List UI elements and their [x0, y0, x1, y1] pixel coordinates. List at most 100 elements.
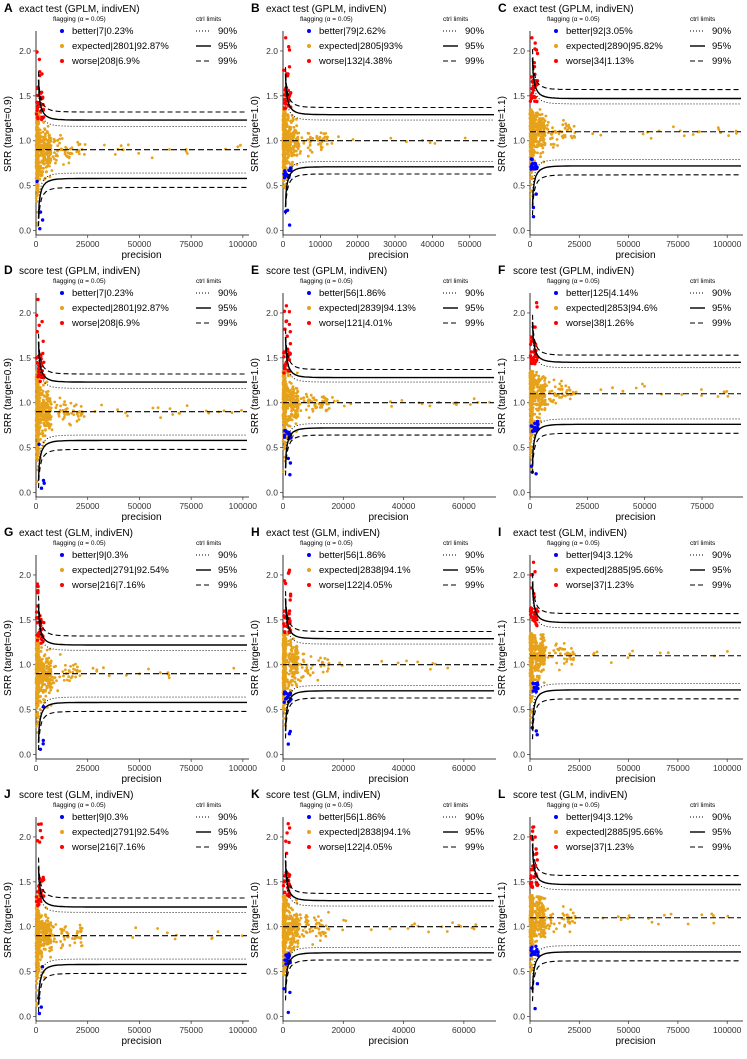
y-tick-label: 1.0 — [19, 660, 31, 670]
point-expected — [63, 149, 67, 153]
point-expected — [47, 416, 51, 420]
legend-flagging-title: flagging (α = 0.05) — [300, 278, 353, 285]
point-expected — [37, 450, 40, 454]
legend-entry: expected|2838|94.1% — [319, 565, 411, 576]
ctrl-limit-95 — [284, 690, 494, 732]
point-expected — [536, 151, 539, 155]
point-better — [286, 742, 290, 746]
point-expected — [39, 164, 42, 168]
x-tick-label: 75000 — [179, 239, 203, 249]
point-expected — [296, 405, 299, 409]
point-expected — [554, 401, 558, 405]
point-expected — [282, 669, 286, 672]
point-expected — [282, 413, 286, 417]
point-expected — [290, 646, 294, 650]
point-expected — [44, 678, 47, 682]
point-expected — [529, 147, 533, 150]
point-expected — [36, 192, 39, 195]
point-expected — [74, 675, 77, 679]
point-expected — [70, 152, 74, 156]
point-expected — [319, 131, 323, 135]
point-expected — [295, 684, 299, 688]
point-expected — [291, 116, 295, 120]
point-expected — [304, 669, 307, 673]
legend-swatch — [554, 59, 558, 63]
point-expected — [634, 386, 638, 390]
y-tick-label: 1.0 — [513, 136, 525, 146]
point-expected — [281, 394, 285, 397]
legend-flagging-title: flagging (α = 0.05) — [53, 278, 106, 285]
point-expected — [282, 160, 286, 164]
point-expected — [672, 125, 675, 129]
point-expected — [538, 412, 542, 416]
point-expected — [611, 386, 614, 390]
x-tick-label: 0 — [528, 501, 533, 511]
point-expected — [735, 132, 738, 135]
point-expected — [563, 134, 567, 137]
legend-entry: better|79|2.62% — [319, 26, 386, 37]
y-tick-label: 2.0 — [19, 570, 31, 580]
point-better — [529, 157, 533, 161]
point-expected — [529, 454, 533, 458]
point-worse — [283, 581, 288, 586]
point-expected — [291, 670, 295, 674]
point-better — [288, 473, 292, 477]
point-expected — [36, 690, 39, 694]
point-worse — [529, 75, 533, 79]
point-expected — [36, 696, 39, 700]
point-worse — [282, 614, 286, 618]
point-better — [533, 161, 537, 166]
point-expected — [555, 138, 559, 141]
point-expected — [65, 407, 69, 410]
point-better — [37, 442, 41, 446]
point-expected — [35, 422, 39, 426]
point-expected — [539, 155, 542, 159]
point-expected — [48, 423, 51, 427]
point-expected — [287, 672, 291, 676]
point-expected — [63, 400, 66, 403]
point-better — [532, 165, 537, 169]
point-expected — [282, 682, 286, 686]
point-expected — [102, 666, 105, 670]
y-tick-label: 1.5 — [19, 615, 31, 625]
point-expected — [290, 649, 294, 653]
y-tick-label: 1.0 — [266, 136, 278, 146]
legend-swatch — [60, 44, 64, 48]
point-expected — [296, 147, 300, 151]
point-expected — [72, 404, 76, 408]
point-expected — [41, 135, 45, 139]
point-expected — [126, 143, 130, 147]
legend-ctrl-label: 99% — [218, 318, 238, 329]
point-expected — [286, 404, 289, 408]
point-worse — [531, 359, 535, 363]
legend-flagging-title: flagging (α = 0.05) — [53, 16, 106, 23]
point-expected — [296, 394, 300, 398]
point-expected — [67, 412, 70, 416]
point-expected — [599, 388, 603, 391]
point-expected — [40, 166, 43, 170]
point-expected — [37, 651, 40, 654]
point-expected — [389, 136, 393, 140]
y-tick-label: 0.5 — [266, 181, 278, 191]
point-expected — [700, 388, 703, 391]
point-expected — [39, 679, 43, 683]
y-axis-label: SRR (target=1.0) — [250, 358, 261, 434]
point-expected — [306, 669, 310, 672]
point-expected — [74, 668, 77, 672]
panel-letter: B — [251, 1, 260, 15]
point-expected — [534, 137, 538, 141]
point-expected — [46, 393, 50, 397]
point-expected — [282, 119, 286, 123]
x-axis-label: precision — [121, 512, 161, 523]
point-better — [41, 742, 45, 746]
point-expected — [292, 665, 296, 668]
point-expected — [222, 409, 226, 413]
point-expected — [35, 200, 39, 203]
point-expected — [649, 136, 653, 140]
point-expected — [168, 407, 172, 410]
point-expected — [147, 667, 150, 671]
point-expected — [76, 665, 79, 669]
point-expected — [528, 194, 532, 198]
point-expected — [62, 163, 65, 166]
legend-entry: better|125|4.14% — [566, 288, 639, 299]
